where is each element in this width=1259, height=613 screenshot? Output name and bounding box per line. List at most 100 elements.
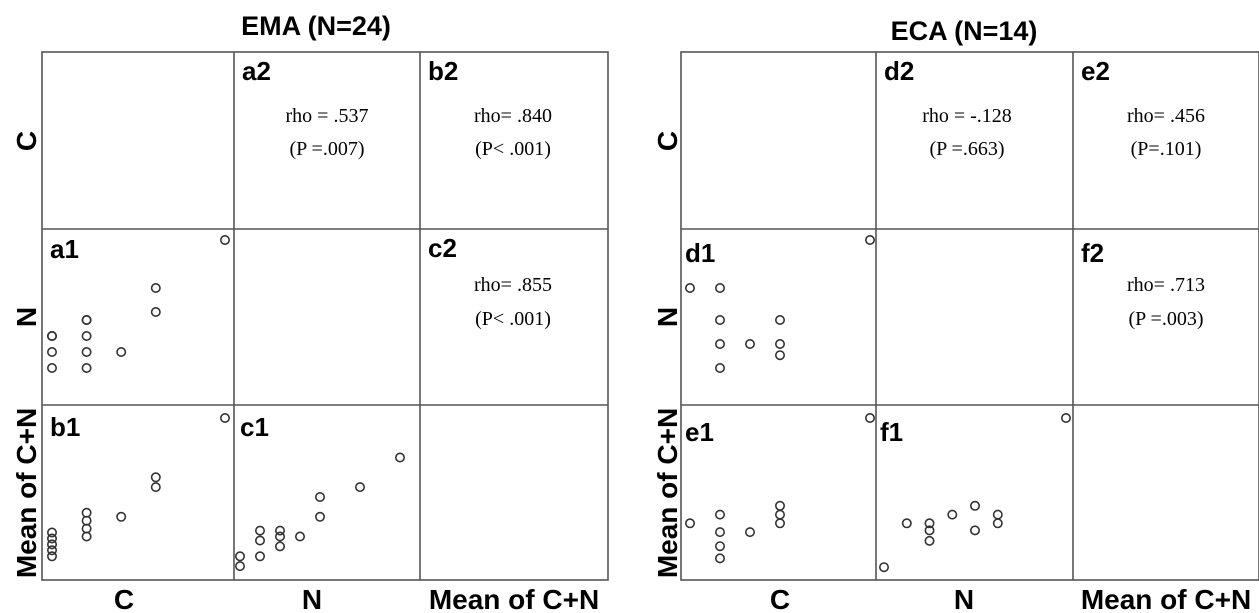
rho-f2: rho= .713 <box>1127 274 1205 296</box>
scatter-point-c1-6 <box>274 531 285 542</box>
scatter-point-e1-9 <box>864 412 875 423</box>
eca-title: ECA (N=14) <box>891 16 1038 46</box>
cell-id-b1: b1 <box>50 412 80 442</box>
p-e2: (P=.101) <box>1131 138 1202 160</box>
scatter-point-c1-9 <box>314 511 325 522</box>
scatter-point-f1-6 <box>969 525 980 536</box>
scatter-point-e1-5 <box>744 527 755 538</box>
scatter-point-d1-5 <box>744 338 755 349</box>
scatter-point-a1-1 <box>46 346 57 357</box>
scatter-point-f1-8 <box>992 518 1003 529</box>
p-a2: (P =.007) <box>290 138 365 160</box>
scatter-point-e1-1 <box>714 553 725 564</box>
p-b2: (P< .001) <box>475 138 551 160</box>
scatter-point-c1-1 <box>235 551 246 562</box>
scatter-point-f1-5 <box>947 509 958 520</box>
scatter-points-f1 <box>878 412 1072 573</box>
scatter-point-f1-7 <box>969 500 980 511</box>
eca-col-label-mean: Mean of C+N <box>1081 584 1251 613</box>
scatter-point-b1-8 <box>81 507 92 518</box>
scatter-point-c1-12 <box>394 452 405 463</box>
scatter-point-f1-3 <box>924 525 935 536</box>
scatter-point-b1-10 <box>150 482 161 493</box>
eca-col-label-c: C <box>770 584 790 613</box>
scatter-point-b1-11 <box>150 472 161 483</box>
scatter-points-e1 <box>684 412 875 564</box>
p-d2: (P =.663) <box>930 138 1005 160</box>
cell-id-e1: e1 <box>685 417 714 447</box>
ema-title: EMA (N=24) <box>241 11 391 41</box>
scatter-point-c1-2 <box>255 551 266 562</box>
scatter-points-d1 <box>684 235 875 373</box>
scatter-point-e1-6 <box>774 518 785 529</box>
rho-c2: rho= .855 <box>474 274 552 296</box>
scatter-point-c1-5 <box>274 541 285 552</box>
scatter-point-f1-1 <box>901 518 912 529</box>
ema-row-label-c: C <box>11 131 42 151</box>
scatter-point-c1-0 <box>235 561 246 572</box>
scatter-point-c1-11 <box>354 482 365 493</box>
scatter-point-a1-9 <box>116 346 127 357</box>
scatter-point-d1-7 <box>774 338 785 349</box>
p-f2: (P =.003) <box>1129 308 1204 330</box>
rho-d2: rho = -.128 <box>922 105 1012 127</box>
eca-col-label-n: N <box>954 584 974 613</box>
cell-id-a2: a2 <box>242 56 271 86</box>
scatter-point-f1-0 <box>878 562 889 573</box>
ema-matrix-frame <box>41 51 609 581</box>
cell-id-c1: c1 <box>240 412 269 442</box>
cell-id-f1: f1 <box>880 417 903 447</box>
scatter-point-d1-1 <box>714 282 725 293</box>
scatter-point-c1-3 <box>255 535 266 546</box>
scatter-point-c1-10 <box>314 491 325 502</box>
cell-id-d2: d2 <box>884 56 914 86</box>
scatter-point-a1-4 <box>81 362 92 373</box>
scatter-point-c1-7 <box>274 525 285 536</box>
eca-row-label-n: N <box>652 307 683 327</box>
eca-matrix-frame <box>680 51 1259 581</box>
scatter-point-d1-6 <box>774 314 785 325</box>
scatter-point-e1-2 <box>714 541 725 552</box>
scatter-point-d1-4 <box>714 362 725 373</box>
scatter-point-b1-4 <box>46 527 57 538</box>
scatter-point-a1-12 <box>220 235 231 246</box>
scatter-point-d1-3 <box>714 338 725 349</box>
scatter-point-c1-8 <box>294 531 305 542</box>
scatter-point-a1-3 <box>46 330 57 341</box>
cell-id-a1: a1 <box>50 234 79 264</box>
scatter-point-e1-4 <box>714 509 725 520</box>
scatter-point-f1-4 <box>924 518 935 529</box>
scatter-point-a1-0 <box>46 362 57 373</box>
p-c2: (P< .001) <box>475 308 551 330</box>
scatter-point-e1-8 <box>774 500 785 511</box>
cell-id-d1: d1 <box>685 238 715 268</box>
scatter-point-f1-2 <box>924 535 935 546</box>
scatter-points-a1 <box>46 235 231 373</box>
cell-id-b2: b2 <box>428 56 458 86</box>
scatter-point-e1-3 <box>714 527 725 538</box>
scatter-point-d1-9 <box>864 235 875 246</box>
scatter-point-b1-2 <box>46 539 57 550</box>
scatter-point-a1-5 <box>81 346 92 357</box>
cell-id-c2: c2 <box>428 233 457 263</box>
scatter-point-b1-12 <box>220 412 231 423</box>
scatter-point-b1-0 <box>46 551 57 562</box>
scatter-point-a1-6 <box>81 330 92 341</box>
scatter-point-c1-4 <box>255 525 266 536</box>
scatter-point-b1-9 <box>116 511 127 522</box>
ema-col-label-c: C <box>114 584 134 613</box>
scatter-point-e1-7 <box>774 509 785 520</box>
scatter-point-a1-10 <box>150 306 161 317</box>
rho-e2: rho= .456 <box>1127 105 1205 127</box>
eca-row-label-c: C <box>652 131 683 151</box>
scatter-point-a1-11 <box>150 282 161 293</box>
scatter-points-b1 <box>46 412 231 562</box>
rho-b2: rho= .840 <box>474 105 552 127</box>
ema-row-label-n: N <box>11 307 42 327</box>
ema-row-label-mean: Mean of C+N <box>11 408 42 578</box>
scatter-points-c1 <box>235 452 405 572</box>
eca-row-label-mean: Mean of C+N <box>652 408 683 578</box>
rho-a2: rho = .537 <box>286 105 369 127</box>
scatter-point-e1-0 <box>684 518 695 529</box>
